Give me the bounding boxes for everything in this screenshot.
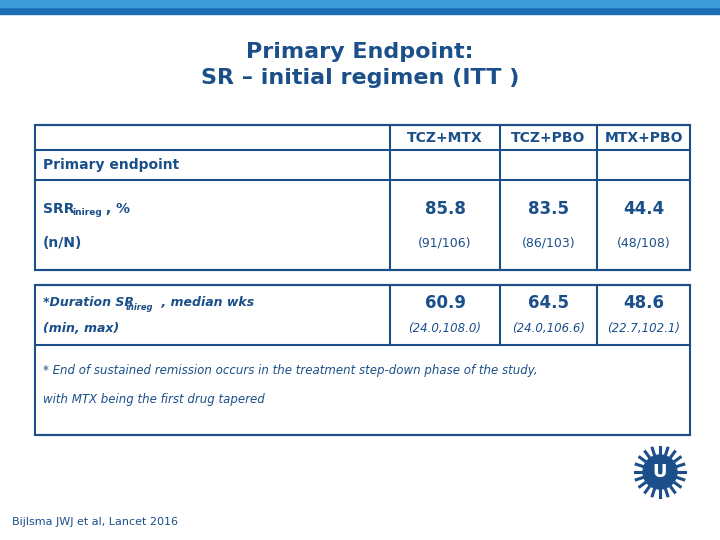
Text: SRR: SRR: [43, 202, 74, 216]
Text: , median wks: , median wks: [157, 296, 254, 309]
Text: (22.7,102.1): (22.7,102.1): [607, 322, 680, 335]
Text: 85.8: 85.8: [425, 200, 465, 218]
Bar: [35, 125, 690, 270]
Text: 48.6: 48.6: [623, 294, 664, 312]
Text: TCZ+MTX: TCZ+MTX: [407, 131, 483, 145]
Text: SR – initial regimen (ITT ): SR – initial regimen (ITT ): [201, 68, 519, 88]
Text: * End of sustained remission occurs in the treatment step-down phase of the stud: * End of sustained remission occurs in t…: [43, 364, 538, 377]
Text: TCZ+PBO: TCZ+PBO: [511, 131, 585, 145]
Text: 64.5: 64.5: [528, 294, 569, 312]
Bar: [0, 0, 720, 7]
Text: (24.0,106.6): (24.0,106.6): [512, 322, 585, 335]
Text: (24.0,108.0): (24.0,108.0): [408, 322, 482, 335]
Text: *Duration SR: *Duration SR: [43, 296, 134, 309]
Text: inireg: inireg: [72, 208, 102, 217]
Text: with MTX being the first drug tapered: with MTX being the first drug tapered: [43, 393, 265, 406]
Text: (91/106): (91/106): [418, 237, 472, 249]
Text: Bijlsma JWJ et al, Lancet 2016: Bijlsma JWJ et al, Lancet 2016: [12, 517, 178, 527]
Text: (48/108): (48/108): [616, 237, 670, 249]
Text: Primary endpoint: Primary endpoint: [43, 158, 179, 172]
Bar: [35, 285, 690, 435]
Bar: [0, 0, 720, 14]
Text: (n/N): (n/N): [43, 236, 82, 250]
Circle shape: [643, 455, 677, 489]
Text: MTX+PBO: MTX+PBO: [604, 131, 683, 145]
Text: (86/103): (86/103): [522, 237, 575, 249]
Text: , %: , %: [101, 202, 130, 216]
Text: 60.9: 60.9: [425, 294, 466, 312]
Text: (min, max): (min, max): [43, 322, 120, 335]
Text: 83.5: 83.5: [528, 200, 569, 218]
Text: U: U: [653, 463, 667, 481]
Text: inireg: inireg: [126, 302, 153, 312]
Text: Primary Endpoint:: Primary Endpoint:: [246, 42, 474, 62]
Text: 44.4: 44.4: [623, 200, 664, 218]
